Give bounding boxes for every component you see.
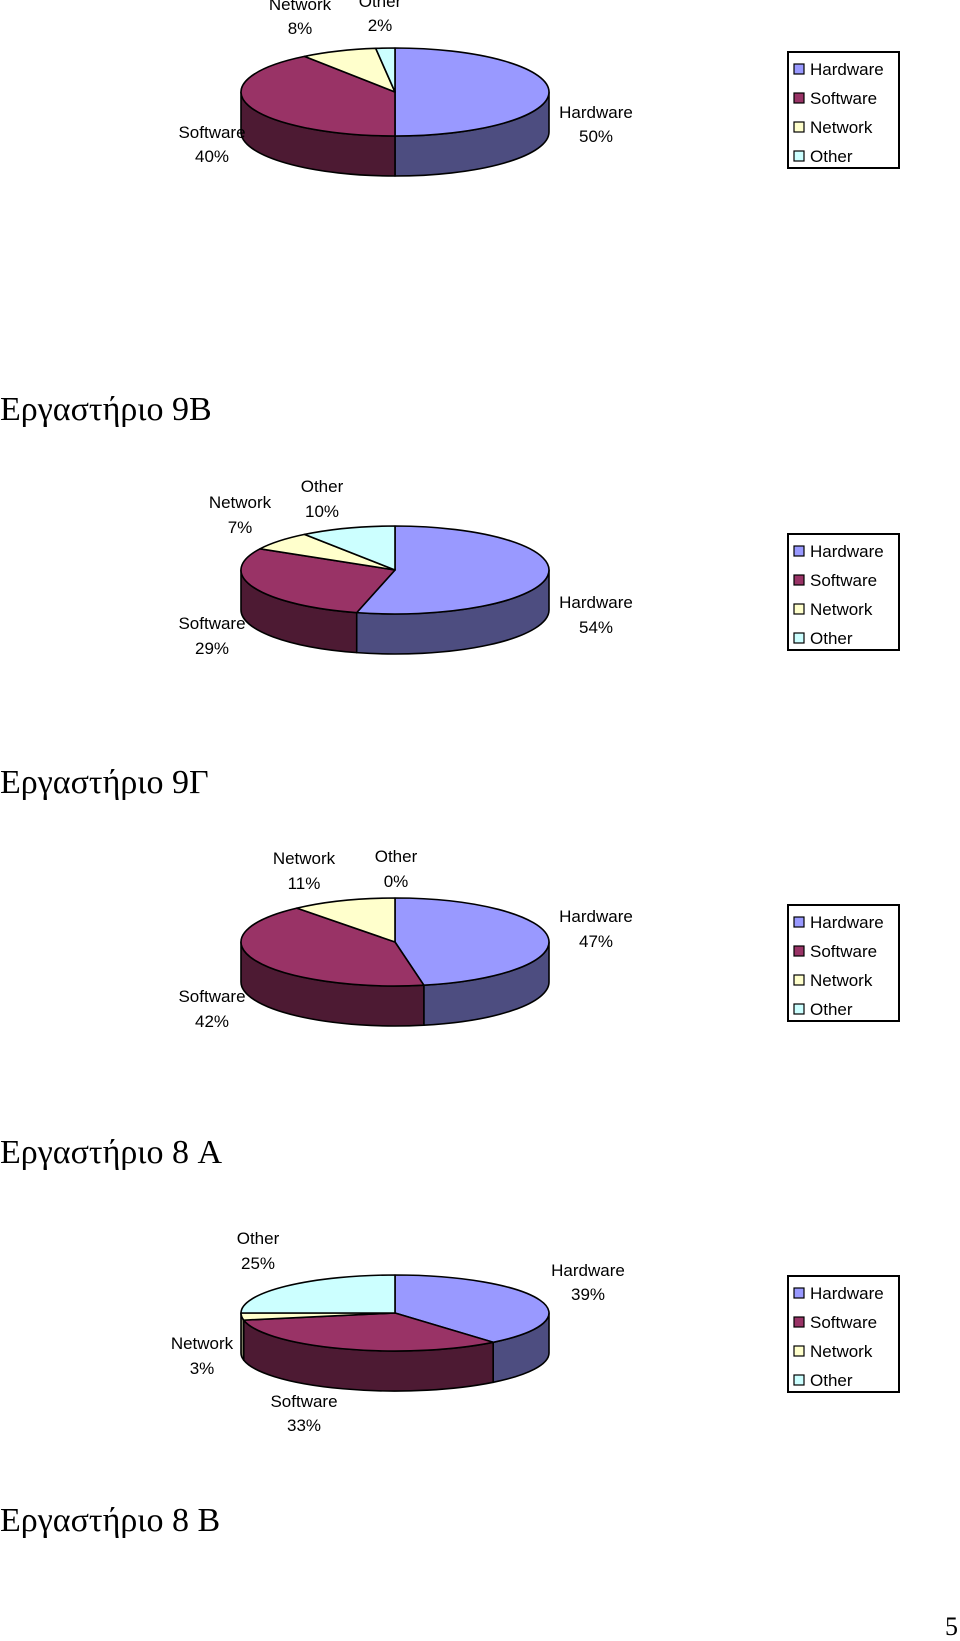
- data-label-value-network: 3%: [190, 1359, 215, 1378]
- data-label-value-software: 29%: [195, 639, 229, 658]
- legend-swatch-software: [793, 92, 805, 104]
- legend-label-network: Network: [810, 600, 873, 619]
- legend-label-other: Other: [810, 1371, 853, 1390]
- data-label-name-network: Network: [273, 849, 336, 868]
- section-heading-lab-9g: Εργαστήριο 9Γ: [0, 764, 209, 801]
- legend-label-software: Software: [810, 942, 877, 961]
- pie-slice-hardware: [394, 897, 550, 987]
- pie-slice-other: [240, 1274, 396, 1314]
- pie-chart-2: Hardware 54% Software 29% Network 7% Other 10% H…: [178, 477, 900, 658]
- legend-swatch-software: [793, 1316, 805, 1328]
- pie-chart-1: Hardware 50% Software 40% Network 8% Other 2% Ha…: [178, 0, 900, 177]
- legend-label-other: Other: [810, 1000, 853, 1019]
- data-label-name-hardware: Hardware: [559, 103, 633, 122]
- data-label-value-other: 0%: [384, 872, 409, 891]
- legend-frame: [787, 51, 900, 169]
- data-label-name-other: Other: [359, 0, 402, 11]
- pie-slice-hardware: [355, 525, 550, 615]
- legend-swatch-other: [793, 150, 805, 162]
- data-label-value-other: 25%: [241, 1254, 275, 1273]
- pie-chart-3: Hardware 47% Software 42% Network 11% Other 0% H…: [178, 847, 900, 1031]
- legend-label-software: Software: [810, 89, 877, 108]
- section-heading-lab-8b: Εργαστήριο 8 B: [0, 1502, 221, 1539]
- data-label-value-software: 33%: [287, 1416, 321, 1435]
- data-label-value-network: 7%: [228, 518, 253, 537]
- data-label-value-hardware: 39%: [571, 1285, 605, 1304]
- data-label-value-software: 42%: [195, 1012, 229, 1031]
- pie-slice-software: [240, 55, 396, 137]
- legend-label-hardware: Hardware: [810, 60, 884, 79]
- data-label-name-network: Network: [209, 493, 272, 512]
- data-label-value-hardware: 47%: [579, 932, 613, 951]
- data-label-name-other: Other: [301, 477, 344, 496]
- legend-swatch-hardware: [793, 63, 805, 75]
- legend-swatch-hardware: [793, 545, 805, 557]
- legend-label-network: Network: [810, 1342, 873, 1361]
- data-label-name-other: Other: [237, 1229, 280, 1248]
- legend-label-software: Software: [810, 1313, 877, 1332]
- legend: Hardware Software Network Other: [787, 533, 900, 651]
- data-label-name-software: Software: [178, 987, 245, 1006]
- data-label-name-software: Software: [270, 1392, 337, 1411]
- legend: Hardware Software Network Other: [787, 904, 900, 1022]
- legend-swatch-network: [793, 603, 805, 615]
- legend-frame: [787, 904, 900, 1022]
- data-label-value-hardware: 50%: [579, 127, 613, 146]
- pie-slice-hardware: [394, 47, 550, 137]
- pie-slice-software: [242, 1312, 494, 1352]
- legend-label-network: Network: [810, 971, 873, 990]
- legend-swatch-network: [793, 1345, 805, 1357]
- legend-swatch-network: [793, 121, 805, 133]
- legend-label-hardware: Hardware: [810, 542, 884, 561]
- data-label-name-hardware: Hardware: [551, 1261, 625, 1280]
- legend-label-other: Other: [810, 629, 853, 648]
- data-label-value-network: 11%: [288, 874, 321, 893]
- legend-swatch-network: [793, 974, 805, 986]
- data-label-value-hardware: 54%: [579, 618, 613, 637]
- legend-swatch-other: [793, 632, 805, 644]
- legend-label-software: Software: [810, 571, 877, 590]
- section-heading-lab-8a: Εργαστήριο 8 A: [0, 1134, 223, 1171]
- data-label-value-network: 8%: [288, 19, 313, 38]
- legend-frame: [787, 1275, 900, 1393]
- pie-slice-network: [296, 897, 396, 943]
- pie-slice-other: [303, 525, 396, 571]
- data-label-name-network: Network: [269, 0, 332, 14]
- legend-swatch-hardware: [793, 1287, 805, 1299]
- data-label-name-other: Other: [375, 847, 418, 866]
- data-label-name-software: Software: [178, 123, 245, 142]
- data-label-value-other: 10%: [305, 502, 339, 521]
- legend-swatch-software: [793, 574, 805, 586]
- pie-chart-4: Hardware 39% Software 33% Network 3% Other 25% H…: [171, 1229, 900, 1435]
- legend: Hardware Software Network Other: [787, 51, 900, 169]
- legend-label-other: Other: [810, 147, 853, 166]
- legend-label-hardware: Hardware: [810, 1284, 884, 1303]
- data-label-name-hardware: Hardware: [559, 907, 633, 926]
- data-label-name-hardware: Hardware: [559, 593, 633, 612]
- pie-slice-software: [240, 907, 425, 987]
- pie-slice-other: [374, 47, 396, 93]
- legend-swatch-other: [793, 1003, 805, 1015]
- legend-swatch-hardware: [793, 916, 805, 928]
- legend-swatch-software: [793, 945, 805, 957]
- pie-slice-hardware: [394, 1274, 550, 1344]
- legend-label-hardware: Hardware: [810, 913, 884, 932]
- data-label-value-other: 2%: [368, 16, 393, 35]
- data-label-name-software: Software: [178, 614, 245, 633]
- legend-label-network: Network: [810, 118, 873, 137]
- legend-swatch-other: [793, 1374, 805, 1386]
- data-label-name-network: Network: [171, 1334, 234, 1353]
- page-number: 5: [945, 1612, 958, 1641]
- legend: Hardware Software Network Other: [787, 1275, 900, 1393]
- data-label-value-software: 40%: [195, 147, 229, 166]
- section-heading-lab-9b: Εργαστήριο 9B: [0, 391, 212, 428]
- legend-frame: [787, 533, 900, 651]
